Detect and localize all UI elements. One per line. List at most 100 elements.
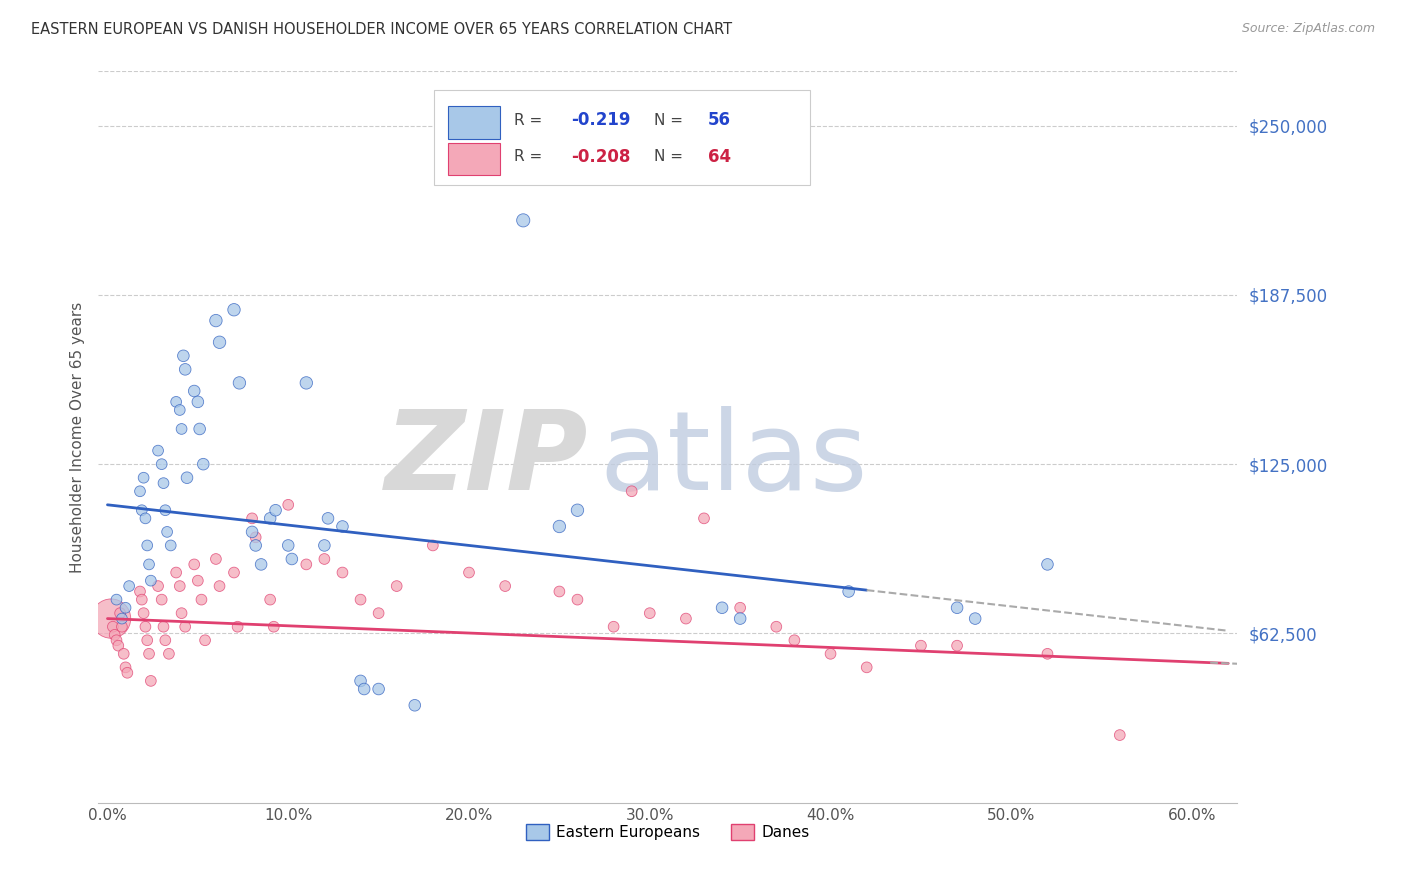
Point (172, 349, 194, 363)
Point (314, 552, 336, 566)
Point (170, 606, 193, 620)
Point (131, 503, 153, 517)
Point (156, 524, 179, 539)
FancyBboxPatch shape (434, 90, 810, 185)
Point (159, 538, 181, 552)
Point (132, 606, 155, 620)
Point (187, 395, 209, 409)
Text: EASTERN EUROPEAN VS DANISH HOUSEHOLDER INCOME OVER 65 YEARS CORRELATION CHART: EASTERN EUROPEAN VS DANISH HOUSEHOLDER I… (31, 22, 733, 37)
Point (131, 592, 153, 607)
Text: N =: N = (654, 150, 688, 164)
Point (620, 484, 643, 499)
Point (117, 665, 139, 680)
Point (250, 558, 273, 572)
Point (693, 511, 716, 525)
Point (548, 519, 571, 533)
Point (820, 647, 842, 661)
Point (170, 422, 193, 436)
Point (512, 213, 534, 227)
Point (112, 647, 135, 661)
Point (183, 558, 205, 572)
Point (176, 471, 198, 485)
Point (353, 681, 375, 696)
Point (205, 313, 228, 327)
Point (264, 503, 287, 517)
Point (946, 600, 969, 615)
Point (132, 471, 155, 485)
Text: 64: 64 (707, 148, 731, 166)
Point (295, 558, 318, 572)
Point (134, 511, 156, 525)
Point (105, 592, 128, 607)
Point (277, 538, 299, 552)
Point (101, 620, 124, 634)
Point (169, 579, 191, 593)
Point (165, 395, 187, 409)
Point (240, 524, 263, 539)
Text: N =: N = (654, 113, 688, 128)
Point (295, 376, 318, 390)
Point (316, 511, 339, 525)
Point (208, 579, 231, 593)
Point (314, 538, 336, 552)
Point (404, 698, 426, 713)
Point (165, 566, 187, 580)
Point (129, 484, 152, 499)
Point (567, 592, 589, 607)
Text: R =: R = (515, 113, 547, 128)
Point (134, 620, 156, 634)
Text: R =: R = (515, 150, 547, 164)
Point (107, 639, 129, 653)
Point (150, 457, 173, 471)
Legend: Eastern Europeans, Danes: Eastern Europeans, Danes (520, 818, 815, 847)
Point (281, 552, 304, 566)
Point (138, 558, 160, 572)
Point (150, 592, 173, 607)
Point (245, 538, 267, 552)
Point (174, 362, 197, 376)
Point (240, 511, 263, 525)
Point (146, 443, 169, 458)
Point (567, 503, 589, 517)
Point (711, 600, 734, 615)
Point (422, 538, 444, 552)
Point (139, 574, 162, 588)
Point (105, 633, 128, 648)
Point (174, 620, 197, 634)
Point (548, 584, 571, 599)
Text: 56: 56 (707, 112, 731, 129)
Point (193, 457, 215, 471)
Text: -0.219: -0.219 (571, 112, 630, 129)
Point (114, 660, 136, 674)
Point (1036, 647, 1059, 661)
Point (367, 606, 389, 620)
Point (100, 611, 122, 625)
Point (946, 639, 969, 653)
Text: ZIP: ZIP (385, 406, 588, 513)
FancyBboxPatch shape (449, 143, 501, 175)
Point (138, 647, 160, 661)
Point (157, 647, 180, 661)
Point (349, 673, 371, 688)
Text: -0.208: -0.208 (571, 148, 630, 166)
Point (332, 566, 354, 580)
Point (183, 384, 205, 398)
Point (1036, 558, 1059, 572)
Point (675, 611, 697, 625)
Point (838, 584, 860, 599)
Point (728, 600, 751, 615)
Point (222, 302, 245, 317)
Y-axis label: Householder Income Over 65 years: Householder Income Over 65 years (69, 301, 84, 573)
Point (118, 579, 141, 593)
Point (169, 403, 191, 417)
Point (146, 579, 169, 593)
Point (259, 511, 281, 525)
Point (114, 600, 136, 615)
Point (602, 620, 624, 634)
Point (263, 620, 285, 634)
Point (855, 660, 877, 674)
Point (104, 628, 127, 642)
Point (194, 633, 217, 648)
Point (222, 566, 245, 580)
Point (910, 639, 932, 653)
